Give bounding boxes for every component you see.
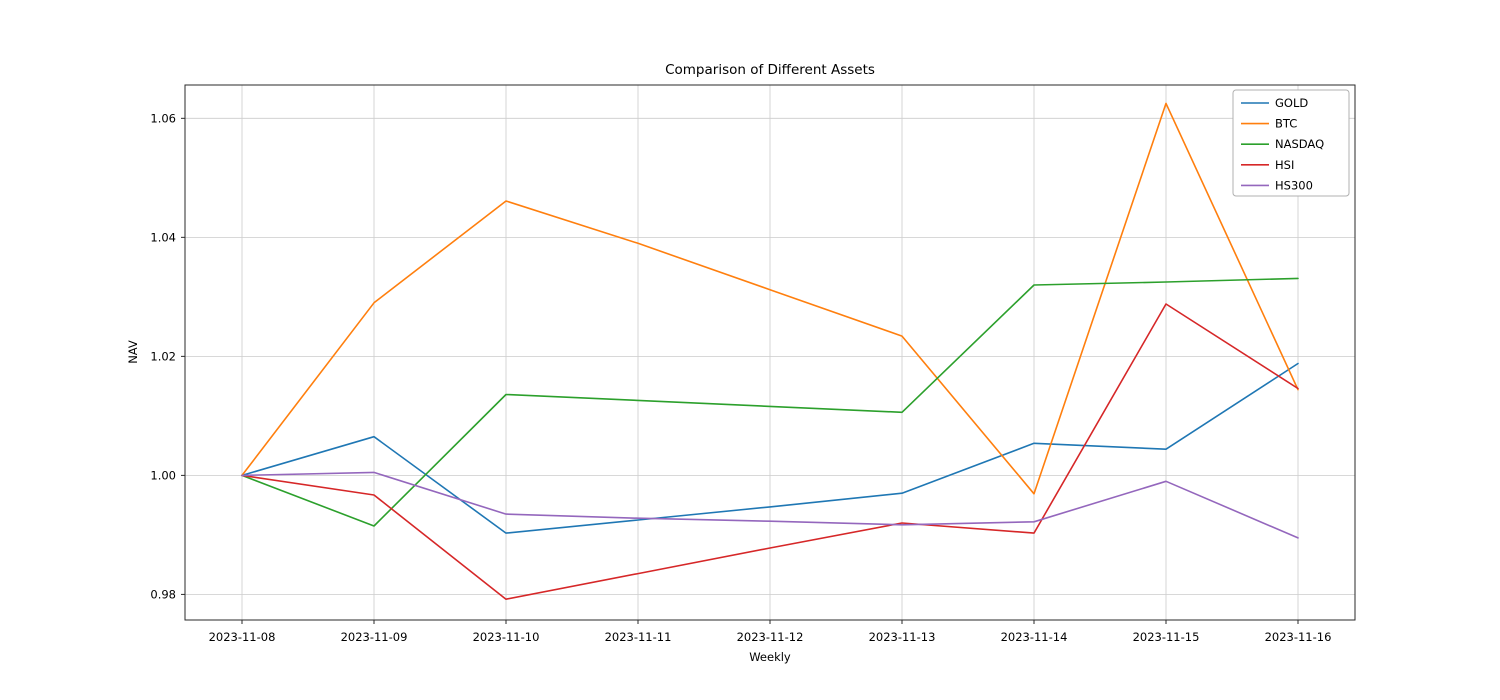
series-line-hs300 (241, 471, 1299, 539)
legend-label-hs300: HS300 (1275, 178, 1313, 192)
x-tick-label: 2023-11-09 (341, 630, 408, 644)
x-tick-label: 2023-11-12 (737, 630, 804, 644)
legend-label-nasdaq: NASDAQ (1275, 137, 1324, 151)
y-tick-label: 1.00 (150, 468, 176, 482)
x-axis-label: Weekly (749, 650, 791, 664)
legend-box (1232, 89, 1350, 197)
x-tick-label: 2023-11-15 (1133, 630, 1200, 644)
x-tick-label: 2023-11-14 (1001, 630, 1068, 644)
y-tick-label: 0.98 (150, 587, 176, 601)
y-tick-label: 1.06 (150, 111, 176, 125)
y-tick-label: 1.04 (150, 230, 176, 244)
x-tick-label: 2023-11-16 (1265, 630, 1332, 644)
x-tick-label: 2023-11-10 (473, 630, 540, 644)
series-line-nasdaq (241, 277, 1299, 527)
legend-label-gold: GOLD (1275, 96, 1308, 110)
series-line-btc (241, 102, 1299, 495)
x-tick-label: 2023-11-13 (869, 630, 936, 644)
chart-title: Comparison of Different Assets (665, 62, 875, 78)
y-tick-label: 1.02 (150, 349, 176, 363)
series-line-hsi (241, 303, 1299, 601)
legend: GOLD BTC NASDAQ HSI HS300 (1232, 89, 1350, 197)
legend-label-btc: BTC (1275, 117, 1297, 131)
series-line-gold (241, 362, 1299, 534)
x-tick-label: 2023-11-11 (605, 630, 672, 644)
x-tick-label: 2023-11-08 (209, 630, 276, 644)
legend-label-hsi: HSI (1275, 158, 1294, 172)
